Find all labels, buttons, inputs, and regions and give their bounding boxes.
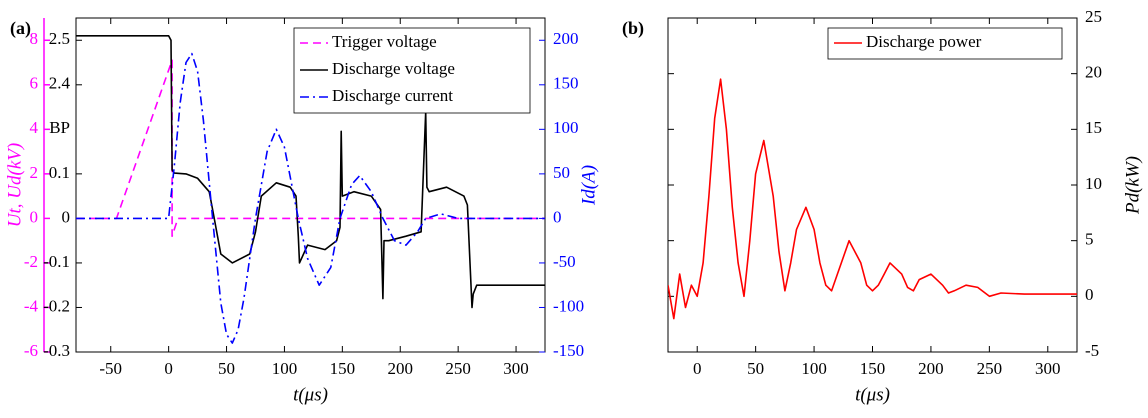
y-tick-label: -4 bbox=[24, 296, 39, 315]
y2-tick-label: 150 bbox=[553, 74, 579, 93]
series-line bbox=[76, 35, 545, 309]
y3-tick-label: 2.4 bbox=[49, 74, 71, 93]
x-tick-label: 200 bbox=[918, 359, 944, 378]
series-line bbox=[76, 52, 545, 344]
x-tick-label: 250 bbox=[445, 359, 471, 378]
x-tick-label: 100 bbox=[272, 359, 298, 378]
y-tick-label: 8 bbox=[30, 29, 39, 48]
legend-box bbox=[827, 27, 1063, 60]
panel-label: (b) bbox=[622, 18, 644, 39]
y3-tick-label: -0.1 bbox=[43, 252, 70, 271]
y3-tick-label: 0.1 bbox=[49, 163, 70, 182]
x-tick-label: 250 bbox=[977, 359, 1003, 378]
y-tick-label: 2 bbox=[30, 163, 39, 182]
x-tick-label: -50 bbox=[99, 359, 122, 378]
x-axis-label: t(μs) bbox=[293, 384, 328, 405]
y3-tick-label: -0.3 bbox=[43, 341, 70, 360]
x-tick-label: 150 bbox=[860, 359, 886, 378]
legend-box bbox=[293, 27, 531, 114]
y-tick-label: 0 bbox=[1085, 285, 1094, 304]
y3-tick-label: -0.2 bbox=[43, 296, 70, 315]
x-tick-label: 300 bbox=[1035, 359, 1061, 378]
x-tick-label: 50 bbox=[747, 359, 764, 378]
plot-frame bbox=[75, 17, 546, 353]
x-tick-label: 150 bbox=[330, 359, 356, 378]
y-tick-label: -5 bbox=[1085, 341, 1099, 360]
y-tick-label: 15 bbox=[1085, 118, 1102, 137]
y2-tick-label: 50 bbox=[553, 163, 570, 182]
y2-tick-label: -100 bbox=[553, 296, 584, 315]
series-line bbox=[668, 78, 1077, 320]
panel-label: (a) bbox=[10, 18, 31, 39]
y3-tick-label: 2.5 bbox=[49, 29, 70, 48]
legend-label: Discharge voltage bbox=[332, 59, 455, 78]
y-tick-label: 5 bbox=[1085, 230, 1094, 249]
y-tick-label: 4 bbox=[30, 118, 39, 137]
y2-tick-label: 200 bbox=[553, 29, 579, 48]
y-tick-label: 25 bbox=[1085, 7, 1102, 26]
legend-label: Trigger voltage bbox=[332, 32, 437, 51]
y-tick-label: 0 bbox=[30, 207, 39, 226]
plot-frame bbox=[667, 17, 1078, 353]
x-tick-label: 300 bbox=[503, 359, 529, 378]
y-axis-label: Pd(kW) bbox=[1122, 156, 1143, 215]
legend-label: Discharge current bbox=[332, 86, 453, 105]
x-tick-label: 200 bbox=[387, 359, 413, 378]
y2-tick-label: 100 bbox=[553, 118, 579, 137]
x-tick-label: 0 bbox=[693, 359, 702, 378]
y-axis-label: Ut, Ud(kV) bbox=[4, 143, 25, 227]
x-tick-label: 100 bbox=[801, 359, 827, 378]
y3-tick-label: BP bbox=[49, 118, 70, 137]
y-tick-label: 10 bbox=[1085, 174, 1102, 193]
y2-tick-label: -50 bbox=[553, 252, 576, 271]
y2-tick-label: 0 bbox=[553, 207, 562, 226]
y2-axis-label: Id(A) bbox=[578, 165, 599, 206]
y3-tick-label: 0 bbox=[62, 207, 71, 226]
x-tick-label: 50 bbox=[218, 359, 235, 378]
y-tick-label: 6 bbox=[30, 74, 39, 93]
y-tick-label: -2 bbox=[24, 252, 38, 271]
x-axis-label: t(μs) bbox=[855, 384, 890, 405]
y-tick-label: -6 bbox=[24, 341, 38, 360]
x-tick-label: 0 bbox=[164, 359, 173, 378]
y-tick-label: 20 bbox=[1085, 63, 1102, 82]
legend-label: Discharge power bbox=[866, 32, 982, 51]
y2-tick-label: -150 bbox=[553, 341, 584, 360]
